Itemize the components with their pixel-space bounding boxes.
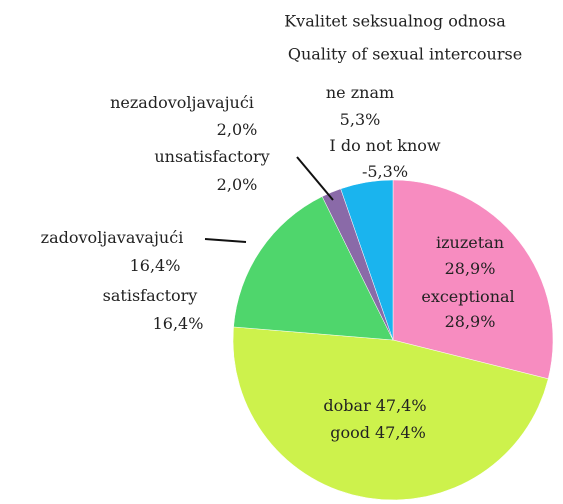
slice-label: -5,3%: [362, 162, 408, 181]
label-part: exceptional: [421, 287, 514, 306]
label-part: 47,4%: [375, 423, 426, 442]
slice-label: good 47,4%: [330, 423, 426, 442]
slice-label: nezadovoljavajući: [110, 93, 254, 112]
label-part: 5,3%: [340, 110, 381, 129]
label-part: ne znam: [326, 83, 394, 102]
label-part: nezadovoljavajući: [110, 93, 254, 112]
label-part: unsatisfactory: [154, 147, 269, 166]
label-part: 2,0%: [217, 175, 258, 194]
slice-label: dobar 47,4%: [323, 396, 426, 415]
chart-title: Kvalitet seksualnog odnosa: [284, 12, 506, 31]
slice-label: 16,4%: [153, 314, 204, 333]
label-part: 2,0%: [217, 120, 258, 139]
leader-line: [296, 156, 334, 201]
label-part: 16,4%: [153, 314, 204, 333]
label-part: dobar: [323, 396, 371, 415]
label-part: 47,4%: [376, 396, 427, 415]
slice-label: 2,0%: [217, 175, 258, 194]
label-part: good: [330, 423, 370, 442]
label-part: I do not know: [329, 136, 440, 155]
label-part: zadovoljavavajući: [41, 228, 184, 247]
slices: [232, 179, 554, 501]
pie-slice: [233, 196, 394, 341]
label-part: satisfactory: [103, 286, 198, 305]
slice-label: unsatisfactory: [154, 147, 269, 166]
pie-slice: [232, 326, 549, 501]
slice-label: izuzetan: [436, 233, 504, 252]
pie-slice: [392, 179, 554, 380]
chart-subtitle: Quality of sexual intercourse: [288, 45, 522, 64]
slice-label: 5,3%: [340, 110, 381, 129]
label-part: 28,9%: [445, 259, 496, 278]
slice-label: 28,9%: [445, 312, 496, 331]
leader-line: [204, 238, 247, 243]
slice-label: I do not know: [329, 136, 440, 155]
label-part: 16,4%: [130, 256, 181, 275]
label-part: izuzetan: [436, 233, 504, 252]
label-part: -5,3%: [362, 162, 408, 181]
slice-label: satisfactory: [103, 286, 198, 305]
slice-label: zadovoljavavajući: [41, 228, 184, 247]
slice-label: 28,9%: [445, 259, 496, 278]
slice-label: exceptional: [421, 287, 514, 306]
pie-slice: [340, 179, 394, 341]
slice-label: 16,4%: [130, 256, 181, 275]
label-part: 28,9%: [445, 312, 496, 331]
slice-label: 2,0%: [217, 120, 258, 139]
slice-label: ne znam: [326, 83, 394, 102]
